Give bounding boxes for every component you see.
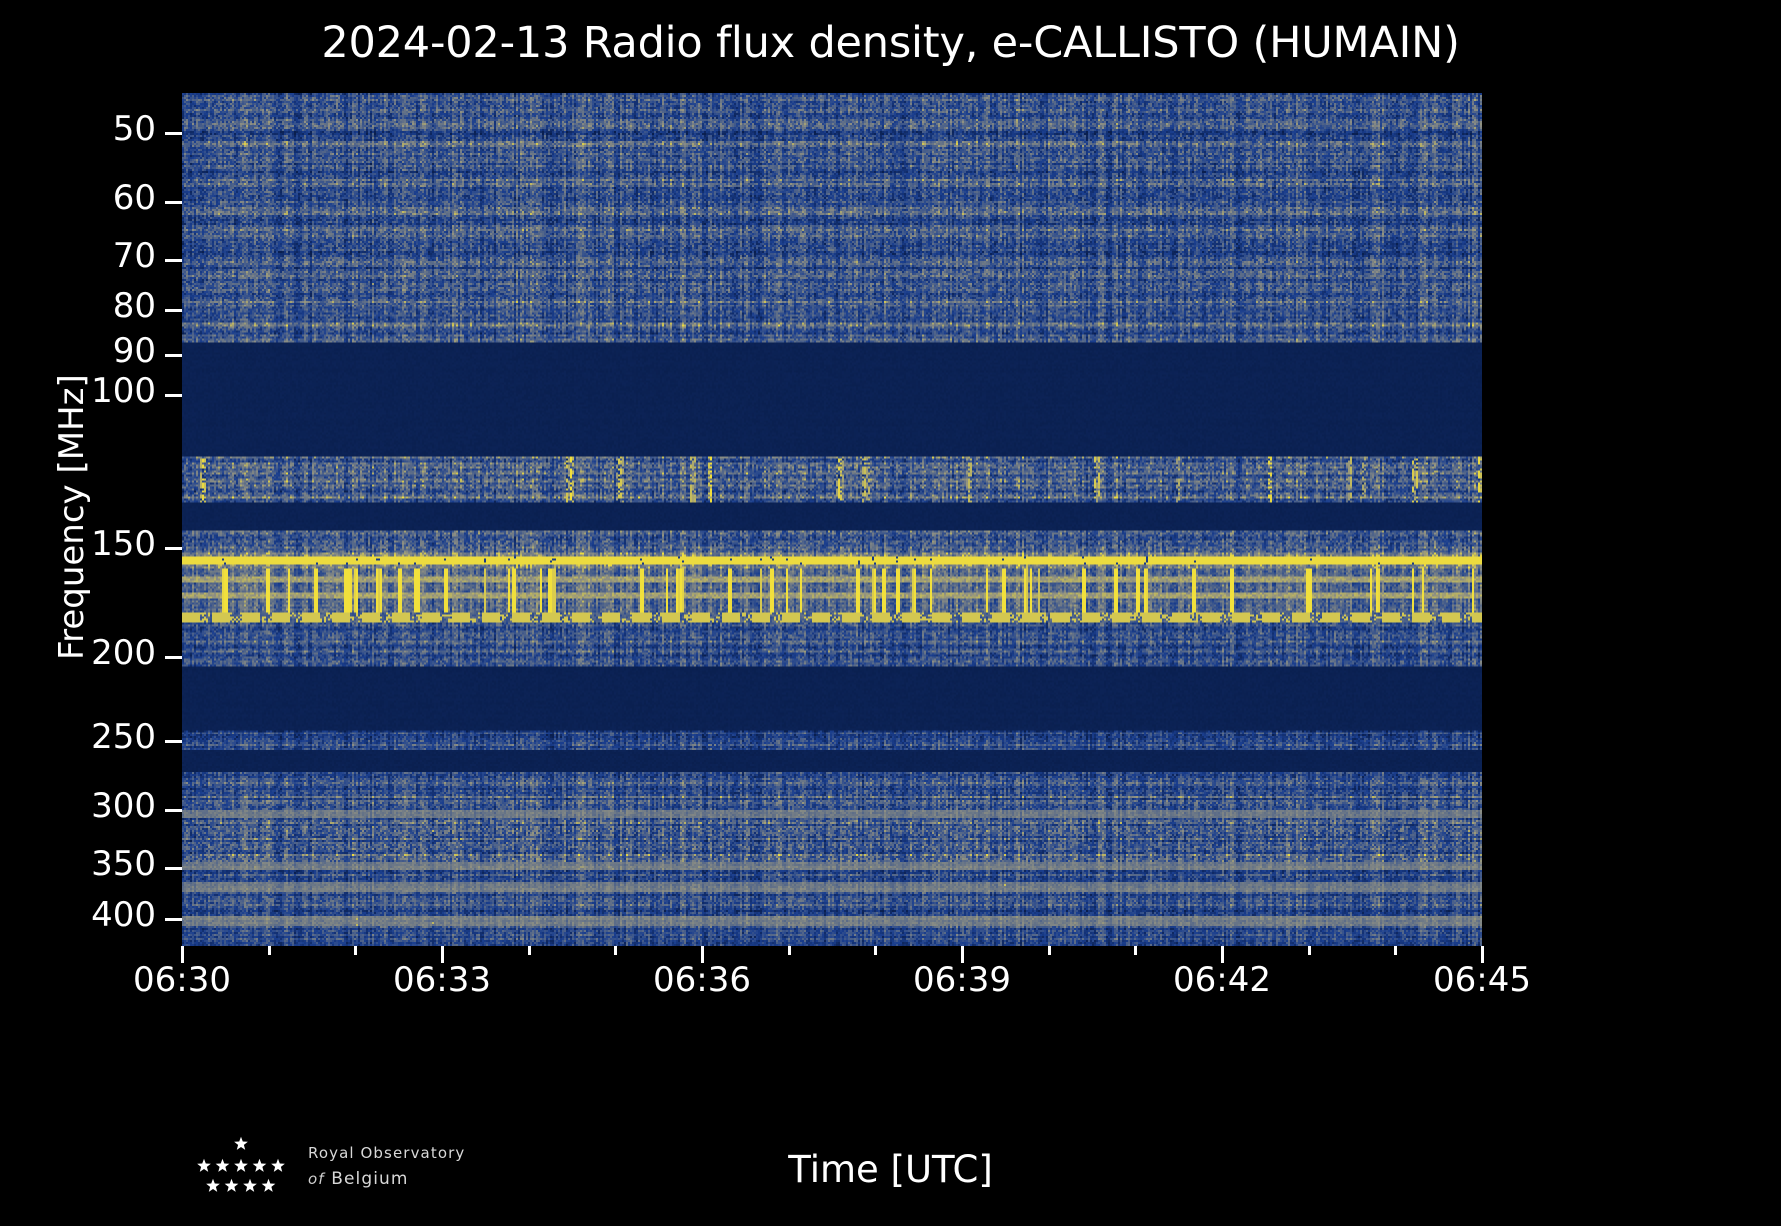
x-tick-label-06:45: 06:45 [1433,960,1531,1000]
y-tick-label-50: 50 [112,108,156,149]
logo-of-word: of [308,1170,325,1188]
y-tick-80 [165,309,182,313]
x-tick-12min [1221,946,1224,963]
x-tick-2min [354,946,358,955]
y-tick-100 [165,393,182,397]
y-axis-title: Frequency [MHz] [52,374,92,660]
y-tick-label-200: 200 [91,632,156,673]
x-tick-8min [874,946,878,955]
x-tick-15min [1481,946,1484,963]
y-tick-150 [165,546,182,550]
x-tick-0min [181,946,184,963]
x-tick-3min [441,946,444,963]
x-tick-5min [614,946,618,955]
y-tick-label-400: 400 [91,894,156,935]
y-tick-400 [165,917,182,921]
x-tick-4min [527,946,531,955]
y-tick-label-150: 150 [91,523,156,564]
page-title: 2024-02-13 Radio flux density, e-CALLIST… [321,18,1460,68]
y-tick-300 [165,808,182,812]
x-tick-label-06:36: 06:36 [653,960,751,1000]
x-tick-label-06:39: 06:39 [913,960,1011,1000]
x-tick-9min [961,946,964,963]
x-tick-7min [787,946,791,955]
y-tick-label-250: 250 [91,717,156,758]
y-tick-350 [165,867,182,871]
x-tick-11min [1134,946,1138,955]
y-tick-label-90: 90 [112,330,156,371]
y-tick-label-60: 60 [112,177,156,218]
x-tick-13min [1307,946,1311,955]
logo-line-1: Royal Observatory [308,1144,466,1162]
logo-belgium-word: Belgium [331,1169,409,1189]
spectrogram-canvas[interactable] [182,93,1482,946]
x-tick-10min [1047,946,1051,955]
y-tick-70 [165,258,182,262]
y-tick-label-80: 80 [112,286,156,327]
x-tick-14min [1394,946,1398,955]
x-tick-1min [267,946,271,955]
royal-observatory-logo: Royal Observatory of Belgium [186,1136,476,1206]
x-tick-label-06:33: 06:33 [393,960,491,1000]
x-tick-label-06:30: 06:30 [133,960,231,1000]
y-tick-200 [165,655,182,659]
y-tick-label-350: 350 [91,844,156,885]
y-tick-50 [165,131,182,135]
eu-stars-icon [197,1136,285,1192]
spectrogram-plot-area[interactable] [182,93,1482,946]
y-tick-90 [165,353,182,357]
y-tick-label-70: 70 [112,235,156,276]
y-tick-label-100: 100 [91,370,156,411]
x-tick-label-06:42: 06:42 [1173,960,1271,1000]
x-axis-title: Time [UTC] [788,1148,993,1191]
logo-line-2: of Belgium [308,1169,409,1189]
y-tick-60 [165,200,182,204]
y-tick-label-300: 300 [91,785,156,826]
y-tick-250 [165,740,182,744]
x-tick-6min [701,946,704,963]
